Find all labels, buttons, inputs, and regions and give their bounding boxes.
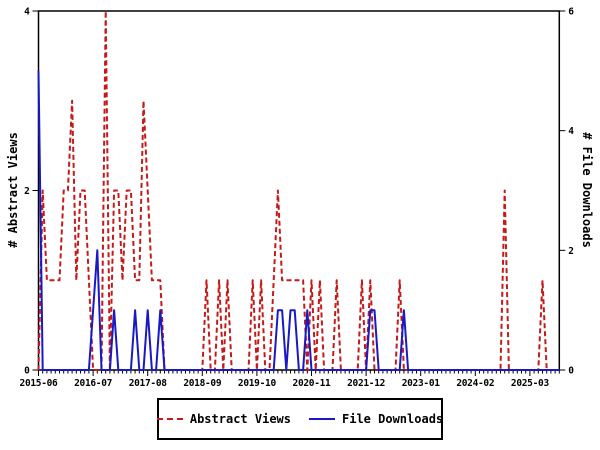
x-tick-label: 2018-09 xyxy=(183,378,222,389)
x-tick-label: 2020-11 xyxy=(293,378,332,389)
right-tick-label: 6 xyxy=(568,7,574,18)
x-tick-label: 2015-06 xyxy=(20,378,59,389)
right-tick-label: 2 xyxy=(568,246,573,257)
x-tick-label: 2017-08 xyxy=(129,378,168,389)
left-tick-label: 4 xyxy=(24,7,30,18)
x-tick-label: 2025-03 xyxy=(511,378,550,389)
left-tick-label: 2 xyxy=(24,186,29,197)
series-line-abstract-views xyxy=(37,10,560,371)
legend-label-abstract-views: Abstract Views xyxy=(189,412,291,426)
x-tick-label: 2016-07 xyxy=(74,378,112,389)
series-line-file-downloads xyxy=(37,70,560,371)
legend-label-file-downloads: File Downloads xyxy=(342,412,444,426)
left-tick-label: 0 xyxy=(24,366,30,377)
x-tick-label: 2023-01 xyxy=(402,378,441,389)
abstract-views-line-sample xyxy=(156,418,183,420)
legend-item-file-downloads: File Downloads xyxy=(309,412,443,426)
right-axis-title: # File Downloads xyxy=(580,132,594,248)
legend: Abstract Views File Downloads xyxy=(156,398,443,440)
x-tick-label: 2021-12 xyxy=(347,378,385,389)
legend-item-abstract-views: Abstract Views xyxy=(156,412,291,426)
x-tick-label: 2024-02 xyxy=(456,378,494,389)
file-downloads-line-sample xyxy=(309,418,335,420)
x-tick-label: 2019-10 xyxy=(238,378,277,389)
right-tick-label: 0 xyxy=(568,366,574,377)
left-axis-title: # Abstract Views xyxy=(6,132,20,248)
right-tick-label: 4 xyxy=(568,126,574,137)
